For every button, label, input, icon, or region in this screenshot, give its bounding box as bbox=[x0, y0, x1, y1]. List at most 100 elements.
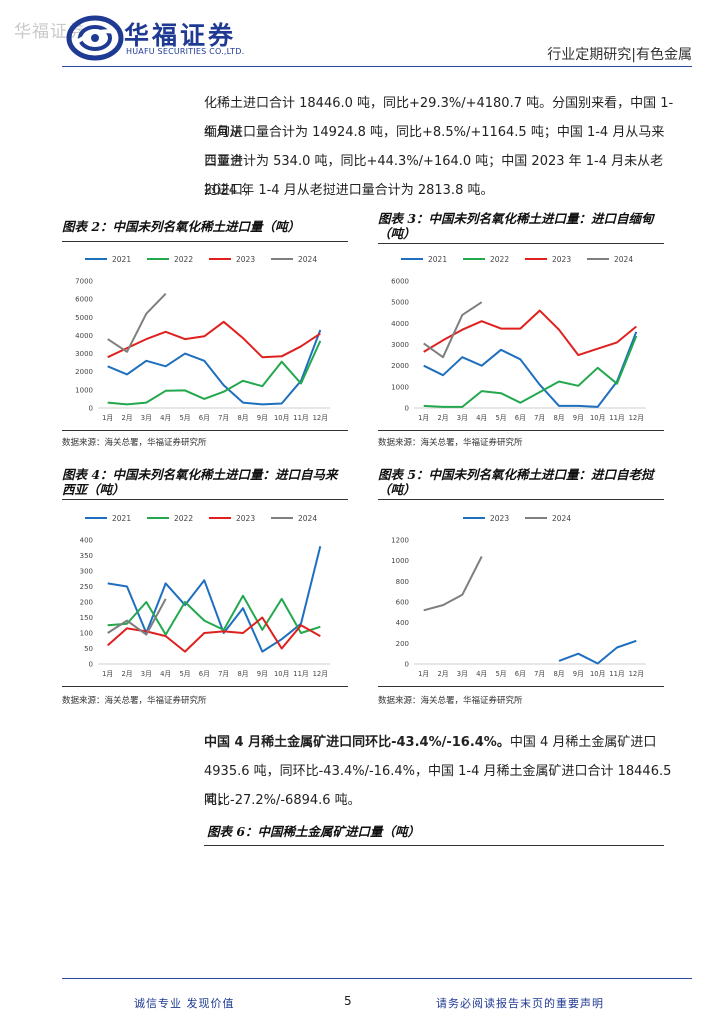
x-tick-label: 10月 bbox=[590, 414, 605, 422]
series-line-2023 bbox=[423, 309, 637, 357]
y-tick-label: 6000 bbox=[391, 278, 409, 286]
x-tick-label: 3月 bbox=[457, 670, 468, 678]
x-tick-label: 4月 bbox=[476, 670, 487, 678]
series-line-2021 bbox=[107, 545, 322, 653]
fig2-bottom-rule bbox=[62, 430, 348, 431]
y-tick-label: 200 bbox=[396, 640, 409, 648]
header-divider bbox=[62, 66, 692, 67]
x-tick-label: 7月 bbox=[534, 414, 545, 422]
y-tick-label: 400 bbox=[80, 537, 93, 545]
fig4-title-line-1: 图表 4：中国未列名氧化稀土进口量：进口自马来 bbox=[62, 467, 338, 482]
y-tick-label: 1000 bbox=[391, 383, 409, 391]
series-line-2021 bbox=[107, 329, 322, 406]
fig4-bottom-rule bbox=[62, 686, 348, 687]
x-tick-label: 10月 bbox=[590, 670, 605, 678]
x-tick-label: 9月 bbox=[257, 414, 268, 422]
y-tick-label: 4000 bbox=[75, 332, 93, 340]
y-tick-label: 0 bbox=[405, 405, 409, 413]
x-tick-label: 9月 bbox=[573, 670, 584, 678]
page-number: 5 bbox=[344, 994, 352, 1008]
x-tick-label: 6月 bbox=[515, 670, 526, 678]
x-tick-label: 8月 bbox=[237, 414, 248, 422]
legend-label-2021: 2021 bbox=[428, 255, 447, 264]
x-tick-label: 7月 bbox=[218, 670, 229, 678]
x-tick-label: 11月 bbox=[609, 414, 624, 422]
x-tick-label: 12月 bbox=[313, 414, 328, 422]
x-tick-label: 3月 bbox=[141, 414, 152, 422]
fig5-title-line-2: （吨） bbox=[378, 482, 416, 497]
series-line-2024 bbox=[107, 598, 167, 636]
x-tick-label: 9月 bbox=[257, 670, 268, 678]
x-tick-label: 11月 bbox=[293, 414, 308, 422]
fig4-rule bbox=[62, 499, 348, 500]
footer-slogan: 诚信专业 发现价值 bbox=[134, 997, 235, 1010]
x-tick-label: 11月 bbox=[293, 670, 308, 678]
series-line-2024 bbox=[107, 293, 167, 353]
body2-highlight: 中国 4 月稀土金属矿进口同环比-43.4%/-16.4%。 bbox=[204, 735, 510, 750]
fig5-bottom-rule bbox=[378, 686, 664, 687]
y-tick-label: 7000 bbox=[75, 278, 93, 286]
series-line-2022 bbox=[107, 594, 321, 636]
x-tick-label: 1月 bbox=[102, 670, 113, 678]
x-tick-label: 2月 bbox=[437, 414, 448, 422]
legend-label-2021: 2021 bbox=[112, 514, 131, 523]
intro-line-4: 2024 年 1-4 月从老挝进口量合计为 2813.8 吨。 bbox=[204, 183, 494, 198]
report-type: 行业定期研究|有色金属 bbox=[547, 47, 692, 63]
y-tick-label: 2000 bbox=[391, 362, 409, 370]
y-tick-label: 6000 bbox=[75, 296, 93, 304]
x-tick-label: 7月 bbox=[218, 414, 229, 422]
fig4-title-line-2: 西亚（吨） bbox=[62, 482, 125, 497]
x-tick-label: 2月 bbox=[121, 670, 132, 678]
x-tick-label: 5月 bbox=[179, 670, 190, 678]
fig5-chart: 2023 2024 0 200 400 600 800 1000 1200 1月 2月 3月 4月 5月 6… bbox=[391, 514, 646, 678]
y-tick-label: 3000 bbox=[391, 341, 409, 349]
y-tick-label: 50 bbox=[84, 645, 93, 653]
x-tick-label: 11月 bbox=[609, 670, 624, 678]
fig2-source: 数据来源：海关总署，华福证券研究所 bbox=[62, 438, 207, 448]
x-tick-label: 1月 bbox=[418, 414, 429, 422]
intro-line-1: 化稀土进口合计 18446.0 吨，同比+29.3%/+4180.7 吨。分国别… bbox=[204, 96, 674, 140]
huafu-logo-icon bbox=[66, 15, 124, 61]
y-tick-label: 800 bbox=[396, 578, 409, 586]
y-tick-label: 200 bbox=[80, 599, 93, 607]
fig2-chart: 2021 2022 2023 2024 0 1000 2000 3000 4000 5000 600… bbox=[75, 255, 330, 422]
series-line-2022 bbox=[423, 335, 638, 408]
legend-label-2021: 2021 bbox=[112, 255, 131, 264]
body2-line-1: 中国 4 月稀土金属矿进口同环比-43.4%/-16.4%。中国 4 月稀土金属… bbox=[204, 728, 674, 757]
legend-label-2023: 2023 bbox=[236, 514, 255, 523]
x-tick-label: 2月 bbox=[121, 414, 132, 422]
fig3-title-line-2: （吨） bbox=[378, 226, 416, 241]
footer-disclaimer: 请务必阅读报告末页的重要声明 bbox=[436, 997, 604, 1010]
x-tick-label: 3月 bbox=[457, 414, 468, 422]
fig3-chart: 2021 2022 2023 2024 0 1000 2000 3000 4000 5000 600… bbox=[391, 255, 646, 422]
series-line-2022 bbox=[107, 340, 322, 406]
y-tick-label: 5000 bbox=[391, 299, 409, 307]
y-tick-label: 400 bbox=[396, 619, 409, 627]
x-tick-label: 5月 bbox=[179, 414, 190, 422]
x-tick-label: 9月 bbox=[573, 414, 584, 422]
y-tick-label: 600 bbox=[396, 599, 409, 607]
x-tick-label: 10月 bbox=[274, 414, 289, 422]
legend-label-2023: 2023 bbox=[552, 255, 571, 264]
y-tick-label: 0 bbox=[405, 661, 409, 669]
body2-line-1-rest: 中国 4 月稀土金属矿进口 bbox=[509, 735, 657, 750]
x-tick-label: 5月 bbox=[495, 670, 506, 678]
fig4-chart: 2021 2022 2023 2024 0 50 100 150 200 250 300 350 400… bbox=[80, 514, 330, 678]
series-line-2023 bbox=[107, 616, 321, 653]
legend-label-2023: 2023 bbox=[236, 255, 255, 264]
y-tick-label: 0 bbox=[89, 405, 93, 413]
logo-english-name: HUAFU SECURITIES CO.,LTD. bbox=[126, 47, 245, 56]
legend-label-2023: 2023 bbox=[490, 514, 509, 523]
y-tick-label: 350 bbox=[80, 552, 93, 560]
x-tick-label: 6月 bbox=[199, 414, 210, 422]
legend-label-2022: 2022 bbox=[174, 514, 193, 523]
legend-label-2024: 2024 bbox=[298, 255, 317, 264]
x-tick-label: 8月 bbox=[237, 670, 248, 678]
y-tick-label: 300 bbox=[80, 568, 93, 576]
legend-label-2022: 2022 bbox=[174, 255, 193, 264]
y-tick-label: 2000 bbox=[75, 368, 93, 376]
fig3-title-line-1: 图表 3：中国未列名氧化稀土进口量：进口自缅甸 bbox=[378, 211, 654, 226]
x-tick-label: 4月 bbox=[160, 414, 171, 422]
y-tick-label: 0 bbox=[89, 661, 93, 669]
x-tick-label: 5月 bbox=[495, 414, 506, 422]
